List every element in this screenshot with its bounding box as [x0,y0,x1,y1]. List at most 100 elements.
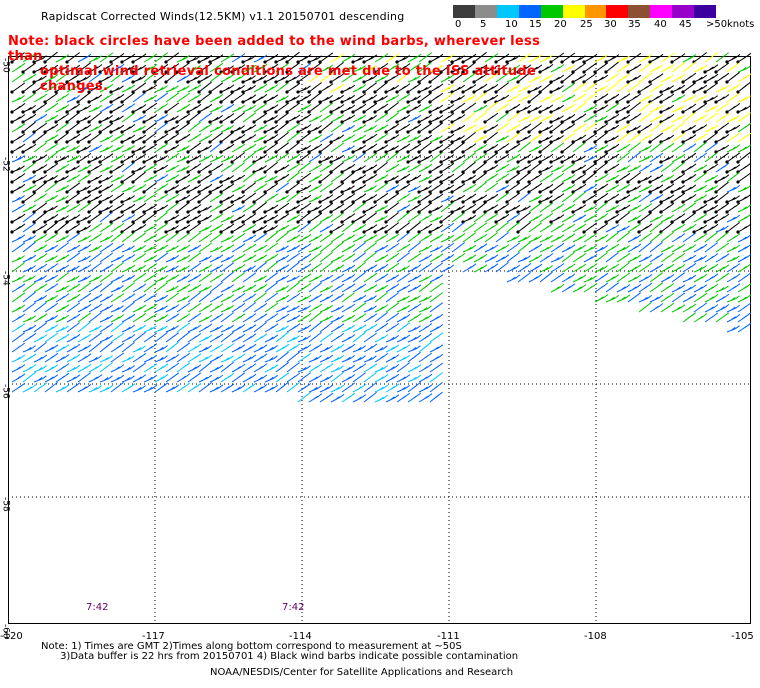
wind-barb [253,175,267,183]
wind-barb [429,193,444,203]
wind-barb [187,133,202,143]
wind-barb [561,184,576,193]
contamination-marker [131,150,135,154]
wind-barb [176,382,191,393]
wind-barb [110,214,125,223]
wind-barb [429,92,444,103]
contamination-marker [417,80,421,84]
wind-barb [660,274,675,283]
wind-barb [77,53,92,63]
wind-barb [66,232,81,243]
contamination-marker [692,230,696,234]
wind-barb [319,64,334,73]
wind-barb [440,264,455,273]
wind-barb [176,201,190,213]
wind-barb [132,272,147,283]
wind-barb [407,82,422,93]
wind-barb [704,112,719,123]
wind-barb [374,74,389,83]
wind-barb [352,144,366,153]
wind-barb [627,243,642,253]
wind-barb [99,83,114,93]
wind-barb [220,65,234,73]
wind-barb [143,354,158,363]
wind-barb [385,364,400,373]
wind-barb [220,312,234,323]
contamination-marker [395,60,399,64]
wind-barb [330,53,345,63]
wind-barb [121,313,136,323]
contamination-marker [230,160,234,164]
wind-barb [462,124,477,133]
contamination-marker [318,130,322,134]
wind-barb [143,273,158,283]
contamination-marker [505,150,509,154]
wind-barb [737,283,752,293]
wind-barb [704,242,718,253]
wind-barb [528,122,542,133]
wind-barb [517,263,532,273]
wind-barb [330,344,345,353]
contamination-marker [659,90,663,94]
wind-barb [363,164,378,173]
wind-barb [462,254,477,263]
wind-barb [154,382,169,393]
wind-barb [429,215,443,223]
wind-barb [33,253,48,263]
wind-barb [77,62,91,73]
contamination-marker [208,190,212,194]
wind-barb [429,262,444,273]
wind-barb [297,172,312,183]
wind-barb [418,341,432,353]
wind-barb [55,155,69,163]
contamination-marker [76,150,80,154]
wind-barb [55,132,69,143]
wind-barb [583,205,597,213]
wind-barb [154,143,169,153]
wind-barb [319,304,333,313]
wind-barb [517,182,532,193]
wind-barb [11,133,26,143]
contamination-marker [604,60,608,64]
wind-barb [209,245,223,253]
contamination-marker [615,110,619,114]
contamination-marker [626,120,630,124]
contamination-marker [714,200,718,204]
wind-barb [110,223,125,233]
wind-barb [440,133,455,143]
wind-barb [418,192,433,203]
contamination-marker [571,80,575,84]
wind-barb [572,191,586,203]
wind-barb [528,144,543,153]
wind-barb [286,171,300,183]
contamination-marker [714,190,718,194]
wind-barb [572,62,587,73]
wind-barb [462,161,476,173]
wind-barb [429,53,444,63]
colorbar-labels: 0 5 10 15 20 25 30 35 40 45 >50 knots [453,19,760,33]
wind-barb [506,274,521,283]
wind-barb [572,274,587,283]
wind-barb [297,194,312,203]
wind-barb [385,192,400,203]
contamination-marker [175,140,179,144]
contamination-marker [43,230,47,234]
wind-barb [55,363,70,373]
wind-barb [209,273,224,283]
wind-barb [671,304,686,313]
wind-barb [583,145,597,153]
contamination-marker [197,70,201,74]
wind-barb [737,272,752,283]
wind-barb [407,104,422,113]
wind-barb [583,171,597,183]
wind-barb [473,73,488,83]
wind-barb [484,152,499,163]
wind-barb [77,133,92,143]
wind-barb [165,115,179,123]
wind-barb [264,355,278,363]
wind-barb [726,164,741,173]
wind-barb [308,55,322,63]
wind-barb [319,384,334,393]
wind-barb [451,95,465,103]
wind-barb [330,232,345,243]
